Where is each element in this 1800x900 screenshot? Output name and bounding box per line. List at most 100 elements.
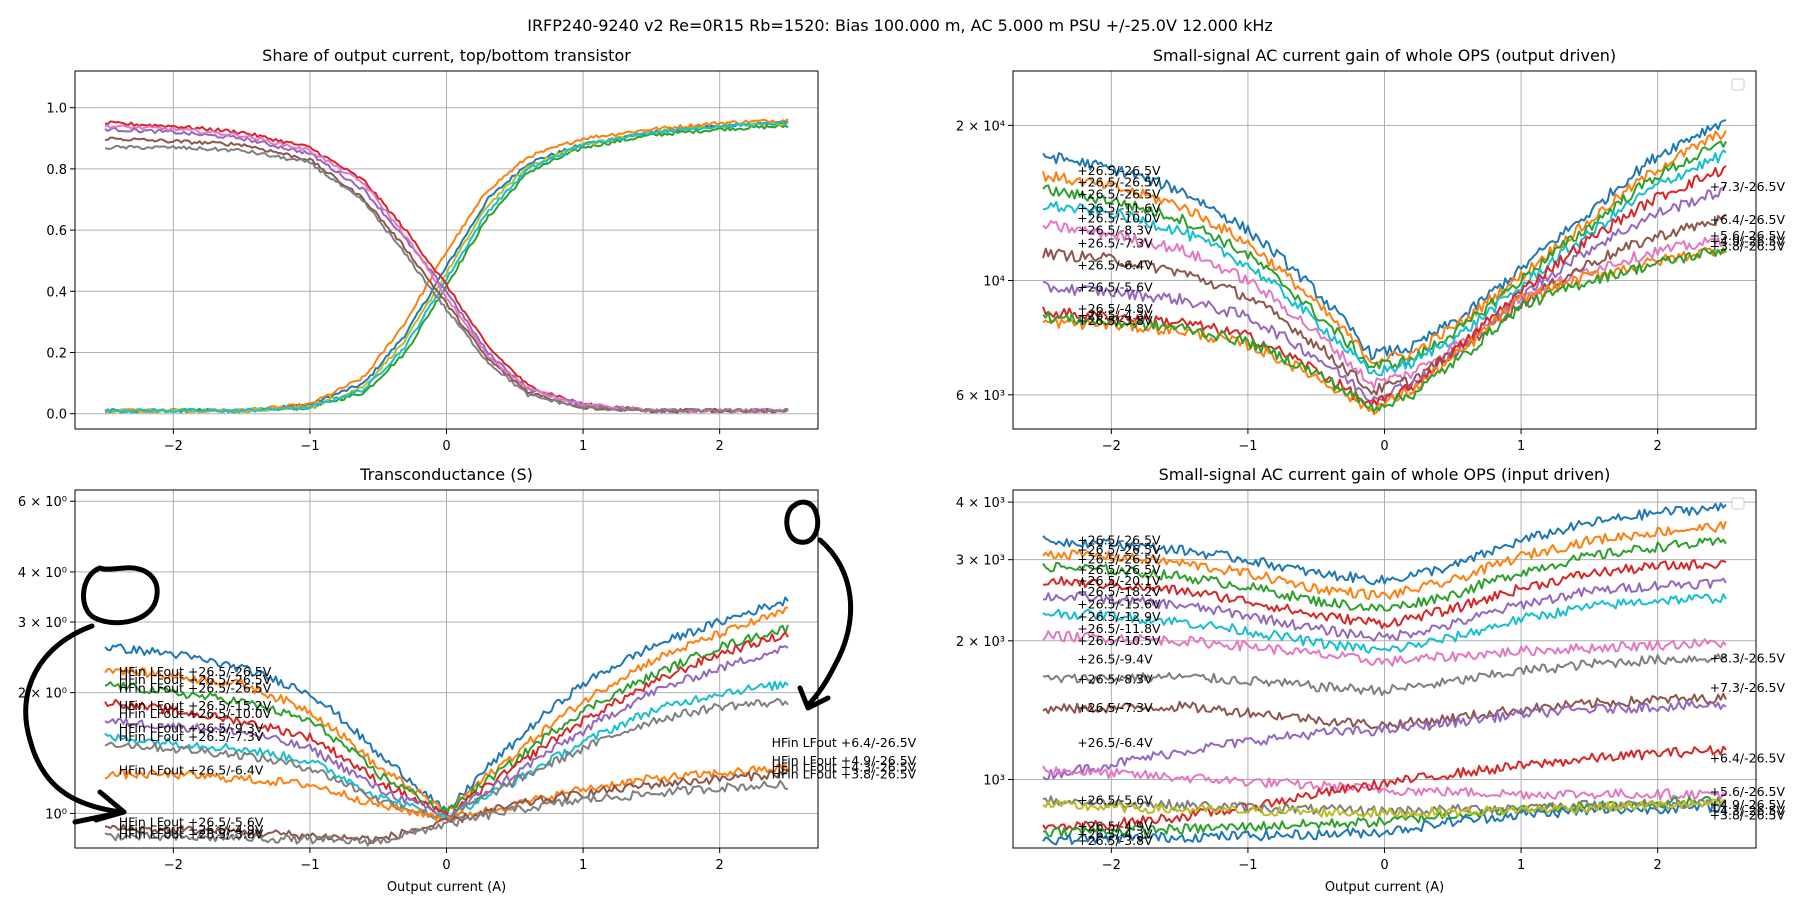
series-annotation: +4.9/-26.5V [1710,234,1786,249]
scribble-circle-right [784,499,821,545]
series-annotation: +26.5/-4.8V [1077,301,1153,316]
series-group [1042,119,1727,416]
series-annotation: +26.5/-26.5V [1077,552,1161,567]
series-line-12 [1042,745,1727,831]
y-tick-label: 4 × 10³ [956,496,1005,511]
series-group [104,596,789,847]
series-annotation: HFin LFout +4.9/-26.5V [772,753,917,768]
series-annotation: +6.4/-26.5V [1710,751,1786,766]
series-line-10 [1042,247,1727,413]
series-annotation: +6.4/-26.5V [1710,212,1786,227]
series-annotation: HFin LFout +26.5/-26.5V [119,664,272,679]
output-driven-gain-chart: −2 −1 0 1 2 6 × 10³ 10⁴ 2 × 10⁴ Small-signal AC … [956,46,1786,454]
x-tick-label: −1 [1238,858,1257,873]
series-line-6 [1042,213,1727,396]
series-annotation: +26.5/-4.3V [1077,826,1153,841]
series-annotation: +26.5/-26.5V [1077,186,1161,201]
y-tick-label: 0.8 [46,163,67,178]
series-line-9 [104,769,789,845]
series-annotation: +7.3/-26.5V [1710,680,1786,695]
series-line-6 [104,680,789,820]
y-tick-label: 10⁰ [45,807,67,822]
chart-title: Share of output current, top/bottom tran… [262,46,631,65]
y-tick-label: 10³ [983,773,1005,788]
series-line-4 [1043,559,1727,630]
series-annotation: +26.5/-6.4V [1077,257,1153,272]
series-annotation: +26.5/-4.3V [1077,308,1153,323]
series-annotation: +26.5/-9.4V [1077,652,1153,667]
y-tick-label: 6 × 10³ [956,389,1005,404]
series-line-1 [1042,502,1727,586]
x-tick-label: 2 [716,858,724,873]
series-annotation: HFin LFout +4.3/-26.5V [772,760,917,775]
series-line-16 [1042,798,1727,819]
series-line-7 [1042,630,1727,667]
figure-title: IRFP240-9240 v2 Re=0R15 Rb=1520: Bias 10… [527,16,1273,35]
y-tick-label: 3 × 10³ [956,554,1005,569]
x-tick-label: −2 [1102,439,1121,454]
series-line-8 [1042,653,1727,697]
series-line-4 [104,631,789,819]
series-line-10 [104,144,789,414]
series-annotation: +26.5/-11.8V [1077,621,1161,636]
series-line-2 [1042,520,1727,601]
series-annotation: +26.5/-7.3V [1077,700,1153,715]
series-line-6 [1042,593,1727,654]
x-tick-label: −2 [1102,858,1121,873]
series-annotation: +26.5/-26.5V [1077,562,1161,577]
series-annotation: +26.5/-26.5V [1077,542,1161,557]
series-annotation: +26.5/-5.6V [1077,793,1153,808]
series-annotation: +26.5/-3.8V [1077,313,1153,328]
y-tick-label: 0.0 [46,408,67,423]
y-tick-label: 1.0 [46,102,67,117]
series-annotation: HFin LFout +26.5/-5.6V [119,814,264,829]
y-tick-label: 10⁴ [983,274,1005,289]
series-annotation: HFin LFout +26.5/-26.5V [119,672,272,687]
series-annotation: HFin LFout +26.5/-15.2V [119,698,272,713]
series-annotation: +26.5/-26.5V [1077,174,1161,189]
x-tick-label: 0 [442,439,450,454]
series-annotation: +5.6/-26.5V [1710,228,1786,243]
x-tick-label: −1 [1238,439,1257,454]
scribble-circle-left [81,565,160,626]
x-tick-label: 2 [1654,858,1662,873]
series-line-14 [1042,802,1727,846]
share-chart: −2 −1 0 1 2 0.0 0.2 0.4 0.6 0.8 1.0 Share of output… [46,46,819,454]
series-annotation: HFin LFout +26.5/-3.8V [119,827,264,842]
series-annotation: +26.5/-11.6V [1077,200,1161,215]
x-tick-label: 2 [716,439,724,454]
series-annotation: +26.5/-6.4V [1077,735,1153,750]
series-group [104,118,789,414]
x-axis-label: Output current (A) [387,880,506,895]
scribble-arrow-left [23,623,127,825]
scribble-arrow-right [797,537,854,711]
legend-box [1731,497,1745,510]
series-annotation: HFin LFout +3.8/-26.5V [772,767,917,782]
series-annotation: +26.5/-3.8V [1077,833,1153,848]
series-annotation: HFin LFout +26.5/-6.4V [119,762,264,777]
series-annotation: +26.5/-5.6V [1077,279,1153,294]
series-line-11 [1042,765,1727,800]
y-tick-label: 2 × 10⁴ [956,119,1005,134]
x-tick-label: 1 [579,439,587,454]
x-tick-label: −1 [300,439,319,454]
y-tick-label: 0.2 [46,347,67,362]
series-line-5 [1043,577,1727,642]
x-tick-label: 1 [1517,439,1525,454]
series-annotation: HFin LFout +26.5/-7.3V [119,729,264,744]
y-tick-label: 6 × 10⁰ [18,495,67,510]
series-annotation: +4.9/-26.5V [1710,797,1786,812]
series-line-5 [1042,220,1727,390]
series-annotation: +5.6/-26.5V [1710,784,1786,799]
series-line-1 [104,596,789,813]
series-annotation: +26.5/-10.5V [1077,633,1161,648]
x-tick-label: 0 [1380,858,1388,873]
series-annotation: +26.5/-26.5V [1077,533,1161,548]
series-line-10 [104,779,789,847]
x-tick-label: 1 [579,858,587,873]
series-annotation: +26.5/-12.9V [1077,609,1161,624]
series-annotation: +3.8/-26.5V [1710,238,1786,253]
input-driven-gain-chart: −2 −1 0 1 2 10³ 2 × 10³ 3 × 10³ 4 × 10³ Small-sig… [956,465,1786,895]
